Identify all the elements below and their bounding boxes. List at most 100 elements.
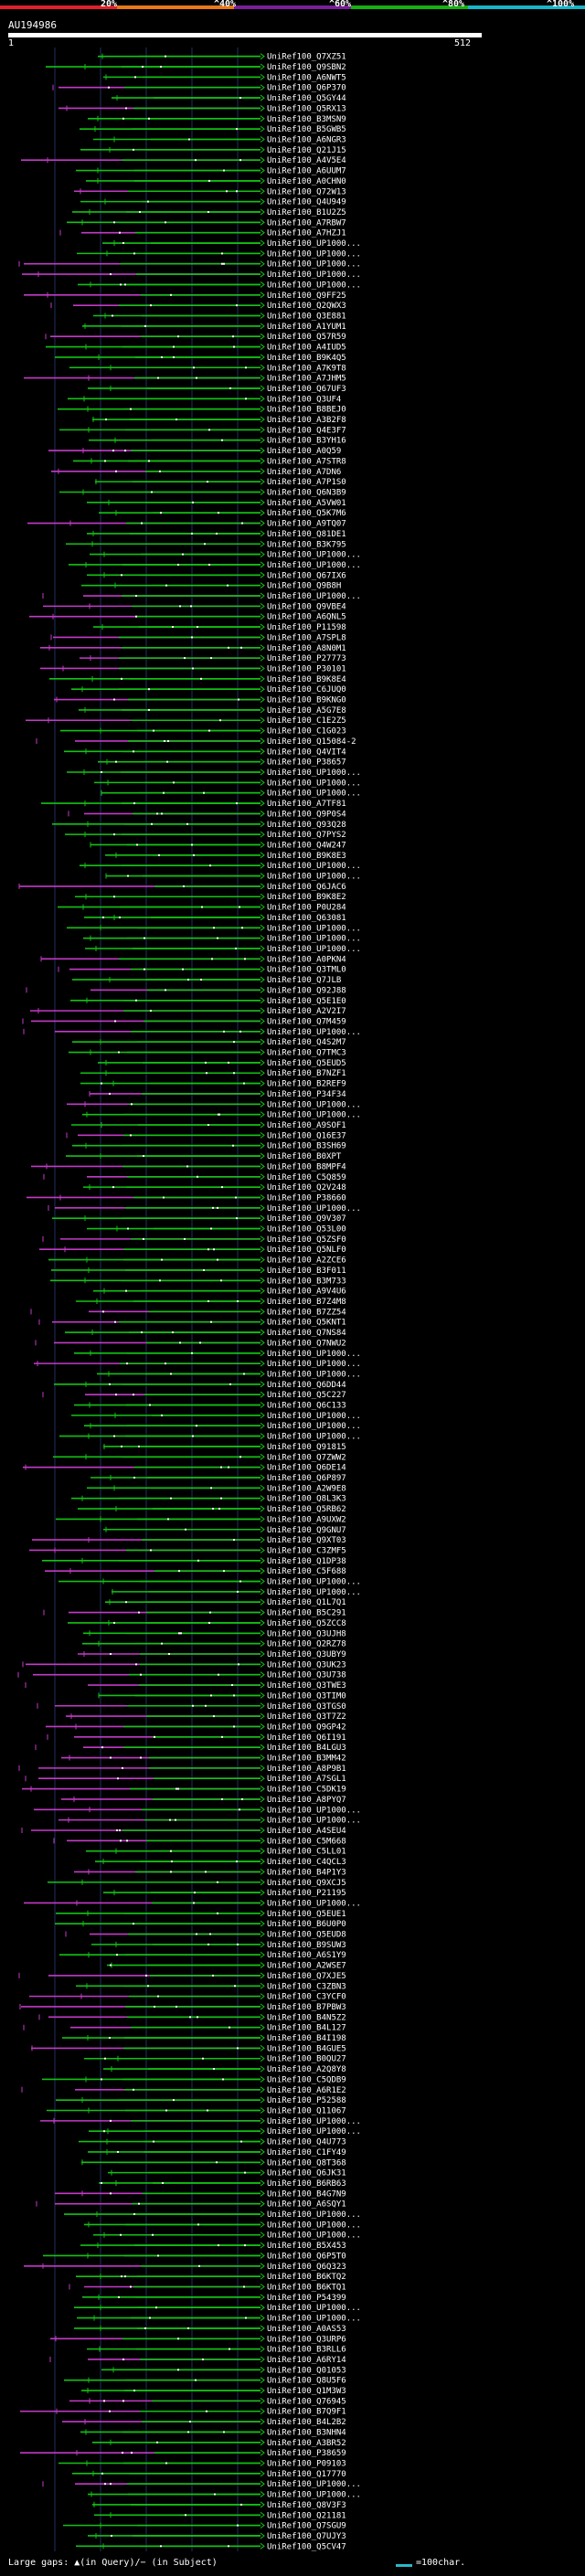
hit-label[interactable]: UniRef100_Q9XT03 [267, 1536, 346, 1545]
hit-label[interactable]: UniRef100_Q3UBY9 [267, 1650, 346, 1659]
hit-row[interactable]: UniRef100_Q11067 [47, 2107, 346, 2116]
hit-label[interactable]: UniRef100_A6RY14 [267, 2356, 346, 2365]
hit-label[interactable]: UniRef100_A4SEU4 [267, 1827, 346, 1836]
hit-label[interactable]: UniRef100_Q4S2M7 [267, 1038, 346, 1047]
hit-label[interactable]: UniRef100_UP1000... [267, 2210, 361, 2220]
hit-label[interactable]: UniRef100_UP1000... [267, 1817, 361, 1826]
hit-label[interactable]: UniRef100_B4I198 [267, 2034, 346, 2043]
hit-row[interactable]: UniRef100_UP1000... [71, 1412, 361, 1421]
hit-row[interactable]: UniRef100_C1E2Z5 [26, 716, 346, 726]
hit-row[interactable]: UniRef100_C3ZMF5 [29, 1546, 346, 1555]
hit-row[interactable]: UniRef100_Q57R59 [45, 333, 346, 342]
hit-row[interactable]: UniRef100_Q9GP42 [46, 1723, 346, 1732]
hit-row[interactable]: UniRef100_Q9VBE4 [43, 602, 346, 611]
hit-row[interactable]: UniRef100_Q3UK23 [22, 1660, 346, 1670]
hit-label[interactable]: UniRef100_Q6JAC6 [267, 883, 346, 892]
hit-row[interactable]: UniRef100_A9V4U6 [93, 1288, 346, 1297]
hit-row[interactable]: UniRef100_P30101 [40, 664, 346, 673]
hit-row[interactable]: UniRef100_Q7XJE5 [18, 1972, 346, 1981]
hit-label[interactable]: UniRef100_Q76945 [267, 2397, 346, 2406]
hit-label[interactable]: UniRef100_A7RBW7 [267, 218, 346, 228]
hit-row[interactable]: UniRef100_Q3TML0 [58, 966, 346, 975]
hit-row[interactable]: UniRef100_B3YH16 [89, 437, 346, 446]
hit-label[interactable]: UniRef100_A2WSE7 [267, 1962, 346, 1971]
hit-row[interactable]: UniRef100_Q76945 [69, 2397, 346, 2406]
hit-row[interactable]: UniRef100_A6RY14 [49, 2356, 346, 2365]
hit-row[interactable]: UniRef100_Q4S2M7 [72, 1038, 346, 1047]
hit-label[interactable]: UniRef100_B1U2Z5 [267, 208, 346, 217]
hit-label[interactable]: UniRef100_B2REF9 [267, 1080, 346, 1089]
hit-row[interactable]: UniRef100_A7TF81 [41, 800, 346, 809]
hit-row[interactable]: UniRef100_UP1000... [101, 790, 361, 799]
hit-row[interactable]: UniRef100_A7JHM5 [24, 375, 346, 384]
hit-row[interactable]: UniRef100_B4L2B2 [62, 2418, 346, 2427]
hit-label[interactable]: UniRef100_B9K8E4 [267, 675, 346, 684]
hit-row[interactable]: UniRef100_Q7TMC3 [69, 1049, 346, 1058]
hit-label[interactable]: UniRef100_Q4U949 [267, 198, 346, 207]
hit-label[interactable]: UniRef100_B3MSN9 [267, 115, 346, 124]
hit-row[interactable]: UniRef100_Q4U773 [79, 2138, 346, 2147]
hit-label[interactable]: UniRef100_A8P9B1 [267, 1765, 346, 1774]
hit-row[interactable]: UniRef100_Q1DP38 [42, 1557, 346, 1566]
hit-row[interactable]: UniRef100_Q9XCJ5 [48, 1879, 346, 1888]
hit-label[interactable]: UniRef100_UP1000... [267, 2304, 361, 2313]
hit-label[interactable]: UniRef100_P38660 [267, 1193, 346, 1203]
hit-label[interactable]: UniRef100_UP1000... [267, 1350, 361, 1359]
hit-label[interactable]: UniRef100_C5QDB9 [267, 2075, 346, 2084]
hit-row[interactable]: UniRef100_B3K795 [66, 540, 346, 549]
hit-row[interactable]: UniRef100_Q8L3K3 [71, 1495, 346, 1504]
hit-label[interactable]: UniRef100_P0U284 [267, 904, 346, 913]
hit-row[interactable]: UniRef100_A7STR8 [73, 457, 346, 466]
hit-row[interactable]: UniRef100_C3ZBN3 [76, 1982, 346, 1991]
hit-row[interactable]: UniRef100_Q3TWE3 [25, 1681, 346, 1691]
hit-row[interactable]: UniRef100_UP1000... [85, 945, 361, 954]
hit-row[interactable]: UniRef100_UP1000... [77, 249, 361, 259]
hit-row[interactable]: UniRef100_B9KNG0 [54, 696, 346, 705]
hit-row[interactable]: UniRef100_Q5CV47 [76, 2542, 346, 2551]
hit-label[interactable]: UniRef100_Q9V307 [267, 1214, 346, 1224]
hit-row[interactable]: UniRef100_A7SPL8 [50, 633, 346, 642]
hit-label[interactable]: UniRef100_Q9GP42 [267, 1723, 346, 1732]
hit-row[interactable]: UniRef100_A6R1E2 [21, 2086, 346, 2095]
hit-label[interactable]: UniRef100_B7Q9F1 [267, 2408, 346, 2417]
hit-row[interactable]: UniRef100_Q9XT03 [32, 1536, 346, 1545]
hit-label[interactable]: UniRef100_A4V5E4 [267, 156, 346, 165]
hit-label[interactable]: UniRef100_B7NZF1 [267, 1069, 346, 1078]
hit-row[interactable]: UniRef100_A1YUM1 [82, 323, 346, 332]
hit-label[interactable]: UniRef100_P21195 [267, 1889, 346, 1898]
hit-row[interactable]: UniRef100_A5VW01 [87, 499, 346, 508]
hit-row[interactable]: UniRef100_Q5EUD5 [98, 1059, 346, 1068]
hit-row[interactable]: UniRef100_Q5E1E0 [70, 997, 346, 1006]
hit-label[interactable]: UniRef100_B9K8E2 [267, 893, 346, 902]
hit-row[interactable]: UniRef100_Q7NS84 [65, 1329, 346, 1338]
hit-row[interactable]: UniRef100_A7P1S0 [95, 478, 346, 487]
hit-row[interactable]: UniRef100_Q9B8H [81, 582, 341, 591]
hit-label[interactable]: UniRef100_A7DN6 [267, 468, 341, 477]
hit-label[interactable]: UniRef100_A7SPL8 [267, 633, 346, 642]
hit-label[interactable]: UniRef100_Q3E881 [267, 312, 346, 321]
hit-label[interactable]: UniRef100_B3F011 [267, 1267, 346, 1276]
hit-label[interactable]: UniRef100_Q5EUE1 [267, 1910, 346, 1919]
hit-row[interactable]: UniRef100_UP1000... [93, 2231, 361, 2241]
hit-row[interactable]: UniRef100_P21195 [103, 1889, 346, 1898]
hit-row[interactable]: UniRef100_B7Z4M8 [76, 1298, 346, 1307]
hit-row[interactable]: UniRef100_P38660 [27, 1193, 346, 1203]
hit-row[interactable]: UniRef100_B4GUE5 [31, 2044, 346, 2053]
hit-label[interactable]: UniRef100_UP1000... [267, 2117, 361, 2126]
hit-label[interactable]: UniRef100_Q7TMC3 [267, 1049, 346, 1058]
hit-label[interactable]: UniRef100_P09103 [267, 2460, 346, 2469]
hit-row[interactable]: UniRef100_A9UXW2 [56, 1515, 346, 1524]
hit-label[interactable]: UniRef100_UP1000... [267, 1806, 361, 1815]
hit-row[interactable]: UniRef100_Q3TIM0 [98, 1691, 346, 1701]
hit-label[interactable]: UniRef100_UP1000... [267, 1111, 361, 1120]
hit-label[interactable]: UniRef100_Q9P0S4 [267, 810, 346, 819]
hit-row[interactable]: UniRef100_A6NGR3 [93, 135, 346, 144]
hit-row[interactable]: UniRef100_B7Q9F1 [20, 2408, 346, 2417]
hit-label[interactable]: UniRef100_A6UUM7 [267, 167, 346, 176]
hit-row[interactable]: UniRef100_A2ZCE6 [48, 1256, 346, 1266]
hit-label[interactable]: UniRef100_C1FY49 [267, 2148, 346, 2157]
hit-label[interactable]: UniRef100_Q2V248 [267, 1183, 346, 1193]
hit-label[interactable]: UniRef100_Q5RX13 [267, 104, 346, 113]
hit-row[interactable]: UniRef100_UP1000... [67, 769, 361, 778]
hit-row[interactable]: UniRef100_UP1000... [42, 2480, 361, 2489]
